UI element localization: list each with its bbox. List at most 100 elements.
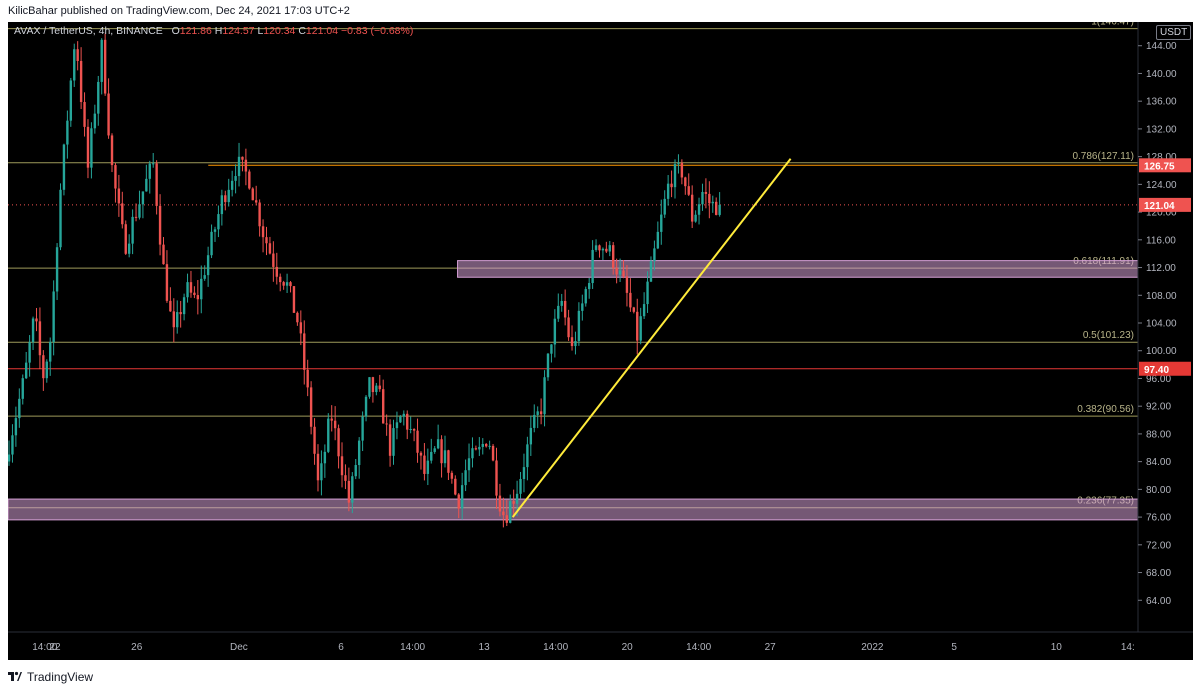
candle-body — [182, 297, 186, 315]
candle-body — [457, 494, 460, 509]
price-tick-label: 96.00 — [1146, 374, 1171, 385]
price-tick-label: 144.00 — [1146, 41, 1177, 52]
candle-body — [601, 248, 605, 251]
candle-body — [361, 416, 364, 441]
price-tick-label: 68.00 — [1146, 568, 1171, 579]
candle-body — [622, 270, 625, 277]
candle-body — [73, 49, 76, 81]
price-tick-label: 108.00 — [1146, 291, 1177, 302]
price-tick-label: 80.00 — [1146, 485, 1171, 496]
candle-body — [529, 427, 533, 445]
price-tick-label: 84.00 — [1146, 457, 1171, 468]
candle-body — [344, 475, 347, 481]
price-chart[interactable]: 1(146.47)0.786(127.11)0.618(111.91)0.5(1… — [8, 22, 1193, 660]
header-bar: KilicBahar published on TradingView.com,… — [0, 0, 1200, 22]
candle-body — [666, 183, 670, 199]
candle-body — [581, 303, 584, 311]
candle-body — [368, 377, 371, 397]
candle-body — [69, 80, 73, 121]
candle-body — [186, 282, 189, 298]
candle-body — [114, 165, 117, 189]
candle-body — [625, 276, 629, 293]
candle-body — [172, 311, 176, 328]
candle-body — [213, 229, 217, 232]
candle-body — [509, 501, 512, 523]
time-tick-label: 22 — [49, 642, 61, 653]
price-tick-label: 104.00 — [1146, 319, 1177, 330]
candle-body — [8, 454, 11, 462]
chart-panel[interactable]: 1(146.47)0.786(127.11)0.618(111.91)0.5(1… — [8, 22, 1193, 660]
fib-level-label: 0.786(127.11) — [1072, 151, 1134, 162]
candle-body — [426, 460, 430, 474]
candle-body — [86, 126, 90, 168]
candle-body — [241, 156, 244, 160]
open-value: 121.86 — [179, 25, 212, 37]
candle-body — [179, 312, 182, 315]
candle-body — [121, 203, 124, 225]
candle-body — [522, 467, 526, 479]
candle-body — [107, 93, 110, 136]
price-badge-label: 97.40 — [1144, 365, 1169, 376]
candle-body — [574, 341, 577, 347]
price-tick-label: 128.00 — [1146, 152, 1177, 163]
open-label: O — [171, 25, 180, 37]
price-tick-label: 112.00 — [1146, 263, 1176, 274]
candle-body — [289, 282, 292, 287]
candle-body — [395, 422, 399, 429]
candle-body — [416, 430, 419, 453]
time-tick-label: 14: — [1121, 642, 1135, 653]
candle-body — [711, 201, 714, 204]
candle-body — [382, 389, 385, 424]
candle-body — [502, 511, 505, 516]
candle-body — [533, 414, 536, 428]
candle-body — [615, 267, 618, 275]
price-tick-label: 124.00 — [1146, 180, 1177, 191]
candle-body — [303, 333, 306, 370]
candle-body — [375, 385, 378, 393]
candlesticks — [8, 33, 721, 528]
price-tick-label: 136.00 — [1146, 97, 1177, 108]
tradingview-logo-icon — [8, 671, 22, 681]
support-resistance-zones — [8, 260, 1139, 521]
candle-body — [653, 248, 656, 262]
time-tick-label: 13 — [479, 642, 491, 653]
tradingview-brand[interactable]: TradingView — [27, 670, 94, 684]
price-tick-label: 72.00 — [1146, 540, 1171, 551]
candle-body — [316, 453, 320, 481]
candle-body — [203, 275, 206, 279]
candle-body — [388, 424, 392, 456]
candle-body — [474, 448, 478, 450]
price-badge — [1139, 158, 1191, 173]
time-tick-label: 10 — [1051, 642, 1063, 653]
symbol-label: AVAX / TetherUS, 4h, BINANCE — [14, 25, 163, 37]
candle-body — [464, 470, 467, 486]
candle-body — [443, 450, 447, 464]
candle-body — [251, 188, 254, 201]
candle-body — [550, 344, 553, 354]
price-tick-label: 64.00 — [1146, 596, 1171, 607]
candle-body — [265, 237, 268, 244]
candle-body — [690, 194, 694, 222]
price-tick-label: 88.00 — [1146, 429, 1171, 440]
candle-body — [162, 244, 165, 265]
candle-body — [248, 171, 251, 189]
candle-body — [337, 428, 340, 457]
currency-button[interactable]: USDT — [1156, 25, 1192, 40]
candle-body — [224, 195, 227, 203]
candle-body — [409, 429, 412, 431]
candle-body — [697, 204, 701, 215]
candle-body — [570, 337, 574, 347]
candle-body — [639, 316, 642, 341]
candle-body — [478, 446, 481, 450]
candle-body — [656, 231, 660, 249]
candle-body — [605, 248, 608, 252]
candle-body — [687, 186, 690, 195]
close-label: C — [298, 25, 306, 37]
candle-body — [330, 418, 333, 421]
candle-body — [268, 243, 272, 254]
candle-body — [488, 445, 491, 447]
low-value: 120.34 — [263, 25, 296, 37]
candle-body — [591, 249, 594, 284]
candle-body — [79, 60, 83, 103]
candle-body — [124, 224, 127, 254]
